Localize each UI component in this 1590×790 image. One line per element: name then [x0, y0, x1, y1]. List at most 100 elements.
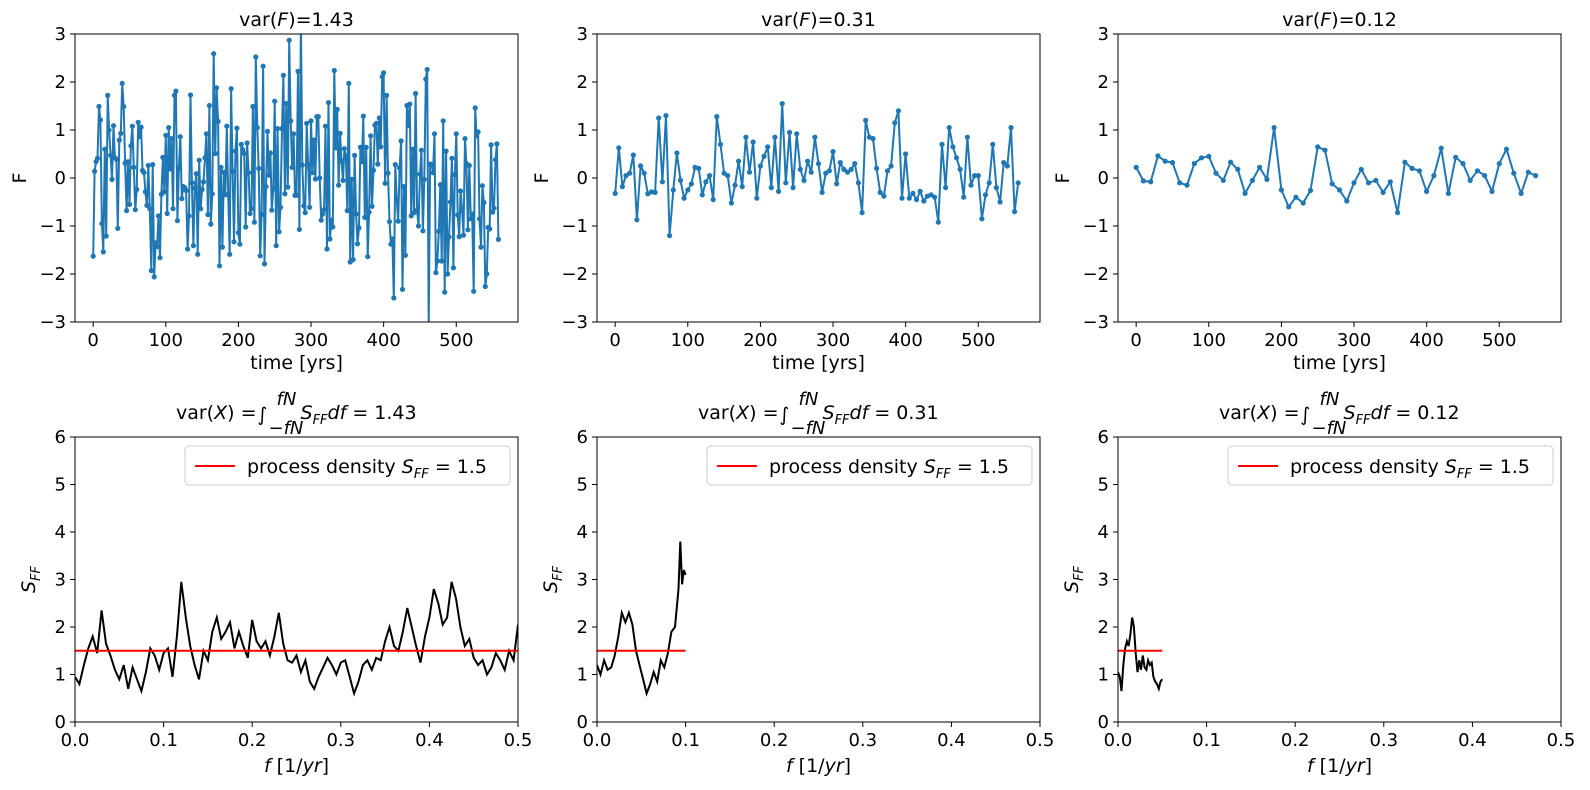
data-point — [906, 195, 912, 201]
data-point — [863, 117, 869, 123]
y-tick-label: 2 — [577, 72, 588, 93]
data-point — [413, 90, 419, 97]
data-point — [638, 163, 644, 169]
integral-upper-limit: fN — [799, 389, 819, 410]
data-point — [627, 170, 633, 176]
y-tick-label: 3 — [577, 570, 588, 591]
data-point — [1482, 173, 1488, 179]
data-point — [151, 274, 157, 280]
data-point — [389, 236, 395, 242]
data-point — [206, 102, 212, 109]
data-point — [110, 123, 117, 129]
y-tick-label: 0 — [1098, 168, 1109, 189]
integral-sign: ∫ — [1301, 404, 1311, 426]
data-point — [1315, 144, 1321, 150]
data-point — [1133, 164, 1139, 170]
bottom-panel-2: 0.0 0.1 0.2 0.3 0.4 0.5 0 1 2 3 4 5 6 f [1/yr] SFF var(… — [540, 389, 1054, 777]
data-point — [830, 149, 836, 155]
data-point — [623, 173, 629, 179]
data-point — [246, 170, 252, 176]
data-point — [899, 195, 905, 201]
data-point — [917, 188, 923, 194]
data-point — [449, 155, 455, 161]
data-point — [903, 151, 909, 157]
data-point — [296, 226, 302, 232]
y-tick-label: 5 — [577, 475, 588, 496]
data-point — [238, 141, 244, 147]
data-point — [415, 223, 422, 229]
legend-box — [184, 445, 511, 486]
data-point — [199, 186, 205, 193]
y-axis-label: SFF — [1061, 565, 1087, 593]
data-point — [630, 152, 636, 158]
data-point — [227, 251, 233, 257]
data-point — [269, 207, 275, 213]
data-point — [92, 168, 98, 174]
panel-title: var(F)=0.12 — [1282, 9, 1397, 31]
data-point — [94, 155, 101, 161]
data-point — [433, 270, 439, 276]
data-point — [466, 162, 472, 169]
data-point — [1004, 163, 1010, 169]
data-point — [681, 195, 687, 201]
bottom-panel-1: 0.0 0.1 0.2 0.3 0.4 0.5 0 1 2 3 4 5 6 f [1/yr] SFF var(… — [18, 389, 532, 777]
data-point — [289, 164, 295, 170]
data-point — [1460, 161, 1466, 167]
data-point — [852, 161, 858, 167]
data-point — [100, 249, 106, 255]
panel-title: var(F)=1.43 — [239, 9, 354, 31]
data-point — [986, 180, 992, 186]
x-tick-label: 0.1 — [671, 730, 700, 751]
data-point — [230, 168, 236, 174]
data-point — [174, 218, 180, 224]
data-point — [285, 184, 291, 190]
data-point — [1001, 160, 1007, 166]
x-tick-label: 500 — [1482, 330, 1516, 351]
title-suffix: SFFdf = 1.43 — [301, 402, 417, 428]
data-point — [103, 233, 109, 239]
data-point — [841, 166, 847, 172]
data-point — [943, 185, 949, 191]
x-tick-label: 200 — [1264, 330, 1298, 351]
data-point — [786, 129, 793, 135]
data-point — [322, 123, 329, 129]
data-point — [855, 180, 862, 186]
y-tick-label: 2 — [1098, 72, 1109, 93]
data-point — [1206, 153, 1212, 159]
data-point — [311, 137, 317, 143]
x-tick-label: 0.1 — [1192, 730, 1221, 751]
data-point — [214, 85, 220, 91]
data-point — [331, 67, 337, 74]
data-point — [707, 173, 713, 179]
data-point — [472, 105, 478, 111]
data-point — [399, 286, 406, 292]
data-point — [797, 166, 803, 172]
data-point — [124, 208, 130, 214]
y-axis-label: SFF — [540, 565, 566, 593]
y-tick-label: −3 — [39, 312, 66, 333]
spectrum-line — [75, 581, 518, 697]
data-point — [431, 131, 438, 137]
data-point — [259, 211, 265, 218]
plot-area — [75, 581, 518, 697]
data-point — [327, 236, 333, 242]
data-point — [459, 207, 465, 213]
data-point — [484, 271, 490, 277]
data-point — [90, 253, 96, 259]
data-point — [302, 210, 308, 216]
data-point — [1416, 168, 1422, 174]
data-point — [291, 131, 297, 137]
data-point — [370, 167, 377, 173]
data-point — [881, 193, 887, 199]
data-point — [109, 176, 115, 182]
data-point — [1242, 190, 1248, 196]
y-tick-label: 0 — [55, 168, 66, 189]
data-point — [295, 68, 301, 74]
data-point — [138, 124, 144, 130]
data-point — [208, 221, 214, 227]
data-point — [950, 144, 956, 150]
data-point — [250, 103, 256, 110]
x-tick-label: 0.0 — [1104, 730, 1133, 751]
data-point — [388, 241, 394, 247]
